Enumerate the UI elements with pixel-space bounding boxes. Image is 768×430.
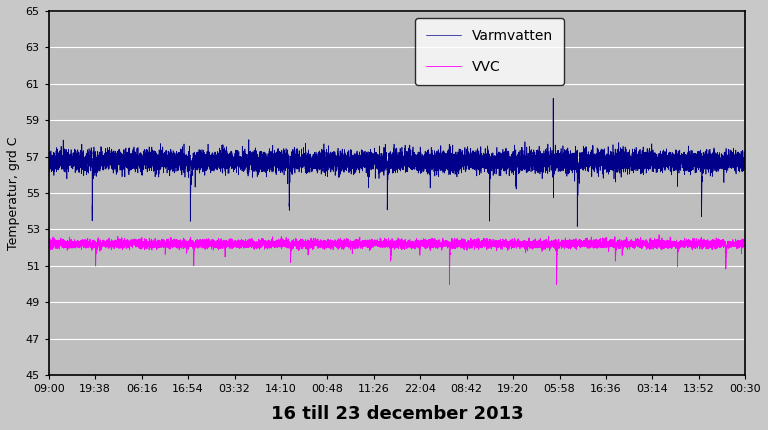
- VVC: [231, 243, 240, 248]
- VVC: [492, 241, 501, 246]
- Legend: Varmvatten, VVC: Varmvatten, VVC: [415, 18, 564, 85]
- VVC: [654, 232, 664, 237]
- Varmvatten: [568, 158, 577, 163]
- Varmvatten: [492, 158, 501, 163]
- Varmvatten: [573, 224, 582, 229]
- Line: VVC: VVC: [49, 235, 745, 285]
- VVC: [139, 241, 148, 246]
- VVC: [45, 243, 54, 248]
- VVC: [568, 241, 577, 246]
- VVC: [740, 243, 750, 248]
- Varmvatten: [139, 161, 148, 166]
- Varmvatten: [61, 169, 70, 175]
- VVC: [61, 242, 70, 247]
- Y-axis label: Temperatur, grd C: Temperatur, grd C: [7, 136, 20, 250]
- Varmvatten: [231, 158, 240, 163]
- Varmvatten: [45, 156, 54, 161]
- VVC: [552, 282, 561, 287]
- Varmvatten: [243, 162, 252, 167]
- Line: Varmvatten: Varmvatten: [49, 98, 745, 227]
- Varmvatten: [740, 164, 750, 169]
- VVC: [243, 242, 252, 247]
- Varmvatten: [548, 96, 558, 101]
- X-axis label: 16 till 23 december 2013: 16 till 23 december 2013: [270, 405, 523, 423]
